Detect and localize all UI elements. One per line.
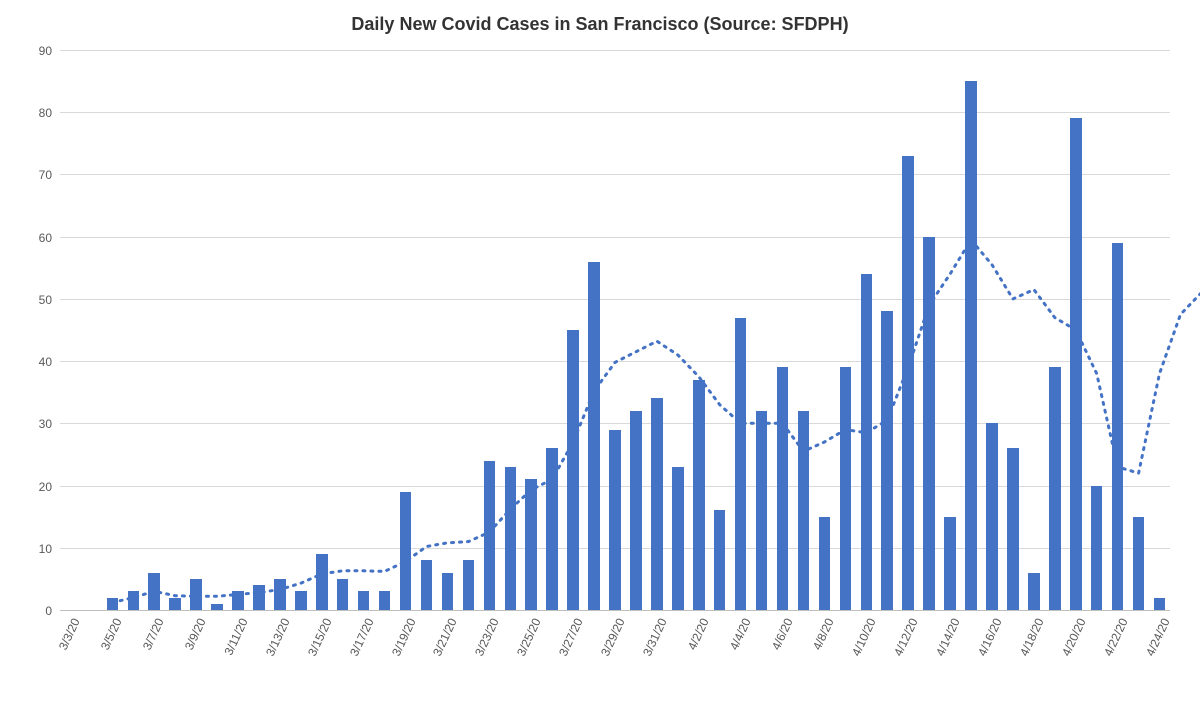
trend-path: [112, 240, 1200, 603]
x-tick-label: 3/23/20: [472, 616, 502, 658]
y-tick-label: 10: [39, 542, 60, 556]
x-tick-label: 4/8/20: [810, 616, 837, 652]
x-tick-label: 3/11/20: [221, 616, 250, 657]
x-axis-labels: 3/3/203/5/203/7/203/9/203/11/203/13/203/…: [60, 610, 1170, 720]
x-tick-label: 4/2/20: [685, 616, 712, 652]
x-tick-label: 3/3/20: [56, 616, 83, 652]
y-tick-label: 80: [39, 106, 60, 120]
y-tick-label: 90: [39, 44, 60, 58]
x-tick-label: 4/18/20: [1017, 616, 1047, 658]
y-tick-label: 50: [39, 293, 60, 307]
x-tick-label: 3/17/20: [347, 616, 377, 658]
chart-title: Daily New Covid Cases in San Francisco (…: [0, 14, 1200, 35]
x-tick-label: 3/31/20: [640, 616, 670, 658]
x-tick-label: 4/6/20: [768, 616, 795, 652]
x-tick-label: 4/24/20: [1143, 616, 1173, 658]
x-tick-label: 4/16/20: [975, 616, 1005, 658]
x-tick-label: 4/20/20: [1059, 616, 1089, 658]
x-tick-label: 4/4/20: [727, 616, 754, 652]
y-tick-label: 30: [39, 417, 60, 431]
x-tick-label: 3/29/20: [598, 616, 628, 658]
x-tick-label: 3/19/20: [389, 616, 419, 658]
x-tick-label: 3/13/20: [263, 616, 293, 658]
x-tick-label: 3/21/20: [431, 616, 461, 658]
x-tick-label: 4/22/20: [1101, 616, 1131, 658]
x-tick-label: 3/5/20: [98, 616, 125, 652]
x-tick-label: 3/27/20: [556, 616, 586, 658]
x-tick-label: 4/10/20: [849, 616, 879, 658]
x-tick-label: 4/14/20: [933, 616, 963, 658]
y-tick-label: 60: [39, 231, 60, 245]
chart-container: Daily New Covid Cases in San Francisco (…: [0, 0, 1200, 720]
y-tick-label: 0: [45, 604, 60, 618]
x-tick-label: 3/7/20: [140, 616, 167, 652]
y-tick-label: 40: [39, 355, 60, 369]
x-tick-label: 4/12/20: [891, 616, 921, 658]
x-tick-label: 3/15/20: [305, 616, 335, 658]
y-tick-label: 70: [39, 168, 60, 182]
x-tick-label: 3/9/20: [182, 616, 209, 652]
y-tick-label: 20: [39, 480, 60, 494]
plot-area: 0102030405060708090 3/3/203/5/203/7/203/…: [60, 50, 1170, 610]
x-tick-label: 3/25/20: [514, 616, 544, 658]
trend-line: [60, 50, 1170, 610]
